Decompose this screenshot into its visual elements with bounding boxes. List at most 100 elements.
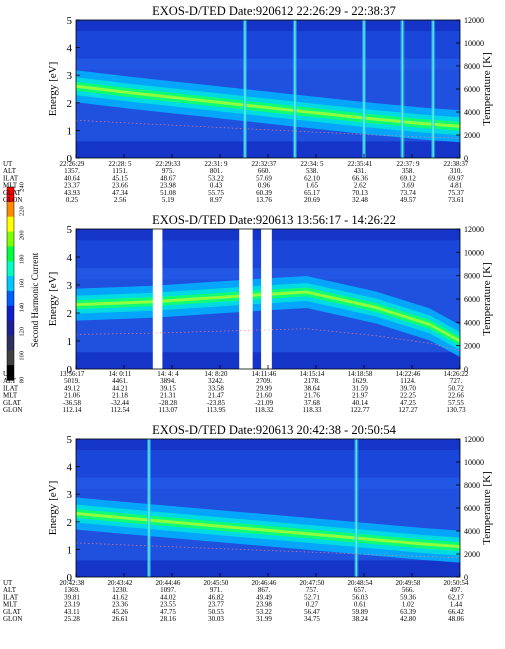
table-cell: 14: 8:20	[204, 370, 228, 378]
table-cell: 310.	[450, 167, 463, 175]
band-peak	[76, 512, 460, 549]
spectrogram-panel: 0 1 2 3 4 5 0 2000 4000 6000 8000 10000 12000 Energy …	[3, 213, 493, 414]
spike-core	[294, 20, 296, 158]
colorbar-swatch	[7, 187, 14, 203]
data-gap	[239, 229, 253, 369]
table-cell: 62.17	[448, 593, 464, 601]
table-row-label: UT	[3, 160, 13, 168]
colorbar-tick-label: 100	[18, 351, 25, 361]
y-tick-label: 1	[67, 125, 73, 137]
data-gap	[261, 229, 272, 369]
table-row-label: ALT	[3, 167, 17, 175]
table-cell: 49.49	[256, 593, 272, 601]
table-cell: 21.47	[208, 392, 224, 400]
y2-tick-label: 12000	[464, 225, 484, 234]
table-cell: 4.81	[450, 182, 463, 190]
table-cell: 65.17	[304, 189, 320, 197]
colorbar-swatch	[7, 201, 14, 218]
table-cell: 32.48	[352, 196, 368, 204]
y-tick-label: 5	[67, 15, 73, 27]
y-axis-label: Energy [eV]	[47, 62, 59, 116]
colorbar-tick-label: 180	[18, 255, 25, 265]
table-cell: 23.98	[256, 601, 272, 609]
table-cell: 757.	[306, 586, 319, 594]
table-cell: 25.28	[64, 615, 80, 623]
table-cell: 55.75	[208, 189, 224, 197]
spike-core	[355, 439, 358, 577]
colorbar-label: Second Harmonic Current	[30, 252, 40, 347]
table-cell: 30.03	[208, 615, 224, 623]
table-cell: -36.58	[63, 399, 82, 407]
table-cell: 497.	[450, 586, 463, 594]
table-cell: 23.37	[64, 182, 80, 190]
table-cell: 0.61	[354, 601, 367, 609]
colorbar-swatch	[7, 216, 14, 233]
table-cell: 660.	[258, 167, 271, 175]
table-cell: 20:45:50	[204, 579, 229, 587]
y2-tick-label: 8000	[464, 272, 480, 281]
y-tick-label: 2	[67, 98, 73, 110]
y-tick-label: 3	[67, 70, 73, 82]
y2-tick-label: 8000	[464, 62, 480, 71]
table-cell: 20:50:54	[444, 579, 469, 587]
table-cell: 75.37	[448, 189, 464, 197]
y-tick-label: 0	[67, 572, 73, 584]
y-axis-label: Energy [eV]	[47, 481, 59, 535]
table-cell: 566.	[402, 586, 415, 594]
table-cell: 57.55	[448, 399, 464, 407]
y-tick-label: 1	[67, 336, 73, 348]
table-cell: 53.22	[208, 174, 224, 182]
table-cell: 2178.	[304, 377, 320, 385]
spike-core	[363, 20, 365, 158]
table-cell: 44.02	[160, 593, 176, 601]
y-tick-label: 2	[67, 517, 73, 529]
table-cell: 22.66	[448, 392, 464, 400]
colorbar-tick-label: 120	[18, 327, 25, 337]
panel-title: EXOS-D/TED Date:920613 20:42:38 - 20:50:…	[152, 423, 396, 437]
y2-tick-label: 6000	[464, 295, 480, 304]
colorbar-swatch	[7, 261, 14, 277]
table-cell: 22:35:41	[348, 160, 373, 168]
y-tick-label: 0	[67, 153, 73, 165]
table-cell: -32.44	[111, 399, 130, 407]
colorbar-tick-label: 220	[18, 206, 25, 216]
y2-tick-label: 4000	[464, 527, 480, 536]
y-tick-label: 4	[67, 252, 73, 264]
table-cell: 5.19	[162, 196, 175, 204]
table-cell: 657.	[354, 586, 367, 594]
table-cell: 66.36	[352, 174, 368, 182]
table-cell: -28.28	[159, 399, 178, 407]
table-cell: 5019.	[64, 377, 80, 385]
table-cell: 49.12	[64, 384, 80, 392]
table-cell: 60.39	[256, 189, 272, 197]
y-tick-label: 5	[67, 434, 73, 446]
panel-title: EXOS-D/TED Date:920612 22:26:29 - 22:38:…	[152, 4, 396, 18]
table-row-label: GLON	[3, 196, 22, 204]
table-cell: 39.70	[400, 384, 416, 392]
table-cell: 22.25	[400, 392, 416, 400]
table-cell: 2.62	[354, 182, 367, 190]
table-cell: 118.32	[255, 406, 274, 414]
table-row-label: ILAT	[3, 174, 19, 182]
table-cell: 52.71	[304, 593, 320, 601]
colorbar-swatch	[7, 335, 14, 351]
spike-core	[432, 20, 434, 158]
table-cell: 1.02	[402, 601, 415, 609]
temperature-trace	[76, 328, 460, 352]
y-tick-label: 5	[67, 224, 73, 236]
table-cell: 21.76	[304, 392, 320, 400]
table-cell: 14: 0:11	[109, 370, 132, 378]
table-cell: 22:29:33	[156, 160, 181, 168]
colorbar-swatch	[7, 290, 14, 307]
colorbar-swatch	[7, 305, 14, 322]
table-cell: 39.15	[160, 384, 176, 392]
y2-tick-label: 10000	[464, 39, 484, 48]
spike-core	[244, 20, 246, 158]
y-tick-label: 4	[67, 43, 73, 55]
y2-tick-label: 0	[464, 573, 468, 582]
table-cell: 8.97	[210, 196, 223, 204]
table-row-label: GLAT	[3, 189, 22, 197]
y2-tick-label: 6000	[464, 85, 480, 94]
spectrogram-panel: 0 1 2 3 4 5 0 2000 4000 6000 8000 10000 12000 Energy …	[3, 423, 493, 623]
temperature-trace	[76, 542, 460, 559]
